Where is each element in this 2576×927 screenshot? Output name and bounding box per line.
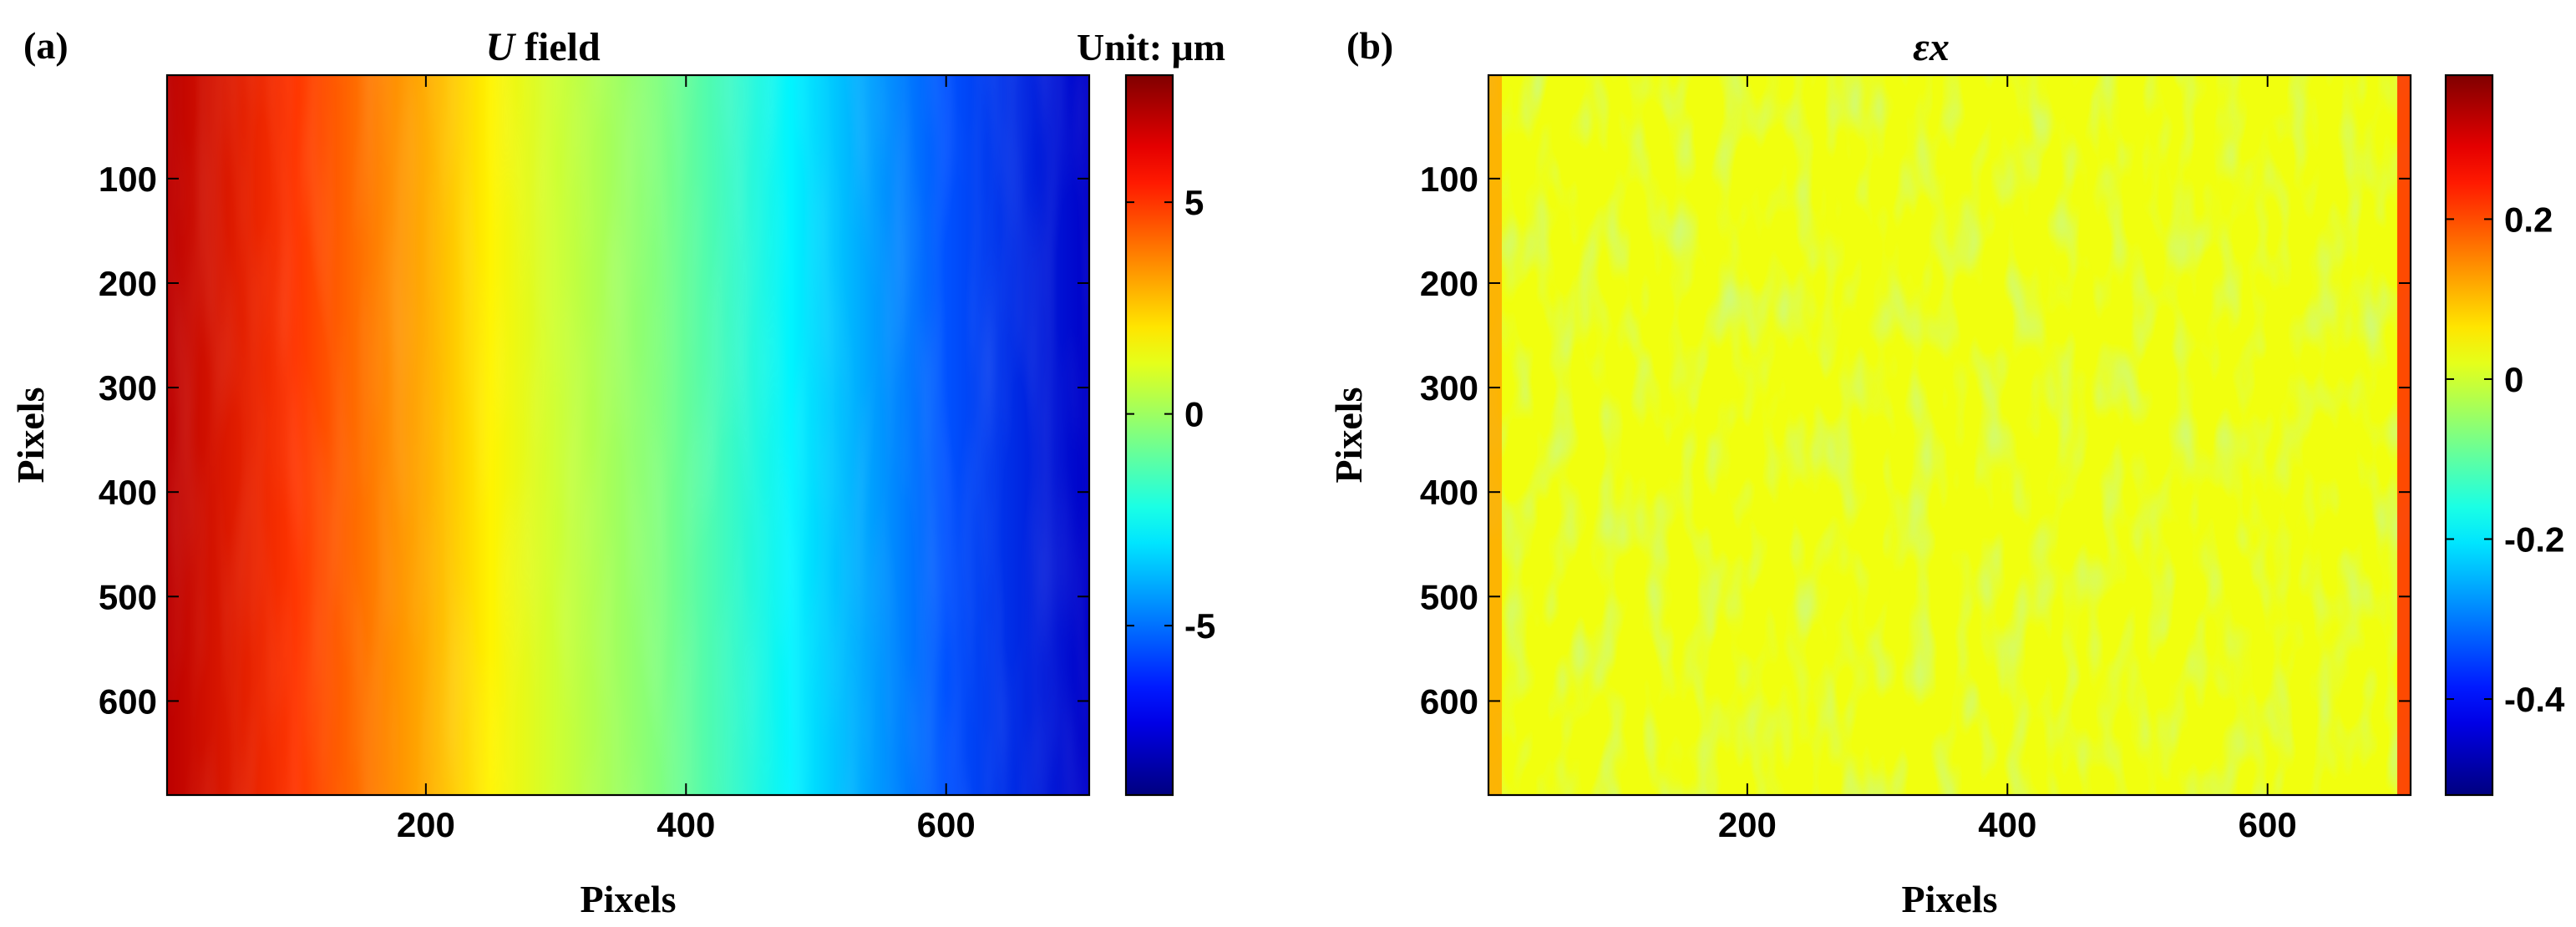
x-tick-label-a-1: 400: [657, 805, 715, 844]
y-tick-label-a-1: 200: [99, 264, 157, 303]
y-tick-label-b-3: 400: [1420, 473, 1478, 512]
panel-b-label: (b): [1346, 24, 1393, 67]
x-axis-label-b: Pixels: [1902, 878, 1998, 920]
strain-right-edge: [2397, 75, 2411, 795]
panel-a-label: (a): [23, 24, 68, 67]
panel-a-unit-label: Unit: μm: [1077, 26, 1225, 68]
colorbar-tick-label-a-0: 5: [1184, 183, 1204, 222]
colorbar-b-frame: [2444, 73, 2494, 797]
panel-a-title: U field: [485, 25, 601, 69]
colorbar-tick-label-a-1: 0: [1184, 395, 1204, 434]
colorbar-a-frame: [1124, 73, 1174, 797]
x-tick-label-b-1: 400: [1978, 805, 2036, 844]
axes-b-frame: [1487, 73, 2412, 797]
colorbar-a-fill: [1126, 75, 1173, 795]
y-tick-label-b-5: 600: [1420, 681, 1478, 721]
axes-a-ticks: 200 400 600 100 200 300 400 500 600: [99, 75, 1089, 844]
colorbar-tick-label-b-0: 0.2: [2504, 200, 2553, 239]
axes-a-frame: [165, 73, 1091, 797]
strain-field-texture: [1488, 75, 2411, 795]
colorbar-tick-label-a-2: -5: [1184, 606, 1215, 646]
y-tick-label-a-3: 400: [99, 473, 157, 512]
x-tick-label-b-2: 600: [2239, 805, 2297, 844]
y-axis-label-a: Pixels: [9, 388, 52, 484]
colorbar-b-fill: [2446, 75, 2492, 795]
x-tick-label-a-0: 200: [397, 805, 455, 844]
y-tick-label-a-0: 100: [99, 160, 157, 199]
y-tick-label-a-2: 300: [99, 368, 157, 408]
axes-b-ticks: 200 400 600 100 200 300 400 500 600: [1420, 75, 2411, 844]
y-tick-label-a-4: 500: [99, 577, 157, 616]
strain-left-edge: [1488, 75, 1502, 795]
colorbar-a: 5 0 -5: [1124, 73, 1215, 797]
heatmap-a: [165, 73, 1091, 797]
colorbar-tick-label-b-3: -0.4: [2504, 680, 2565, 719]
panel-b: (b) εx 200 400 600 100 200 300 400 500 600 Pixel…: [1327, 24, 2565, 920]
y-tick-label-a-5: 600: [99, 681, 157, 721]
heatmap-b: [1487, 73, 2412, 797]
panel-a-title-rest: field: [515, 25, 601, 69]
panel-a-title-var: U: [485, 25, 516, 69]
y-tick-label-b-0: 100: [1420, 160, 1478, 199]
x-axis-label-a: Pixels: [581, 878, 677, 920]
u-field-texture: [167, 75, 1089, 795]
panel-b-title: εx: [1913, 25, 1950, 69]
x-tick-label-a-2: 600: [917, 805, 976, 844]
y-tick-label-b-1: 200: [1420, 264, 1478, 303]
x-tick-label-b-0: 200: [1718, 805, 1777, 844]
y-tick-label-b-4: 500: [1420, 577, 1478, 616]
y-tick-label-b-2: 300: [1420, 368, 1478, 408]
panel-a: (a) U field Unit: μm 200 400 600 100 200 300 4…: [9, 24, 1225, 920]
colorbar-b: 0.2 0 -0.2 -0.4: [2444, 73, 2565, 797]
y-axis-label-b: Pixels: [1327, 388, 1370, 484]
colorbar-tick-label-b-1: 0: [2504, 360, 2523, 399]
colorbar-tick-label-b-2: -0.2: [2504, 520, 2564, 560]
